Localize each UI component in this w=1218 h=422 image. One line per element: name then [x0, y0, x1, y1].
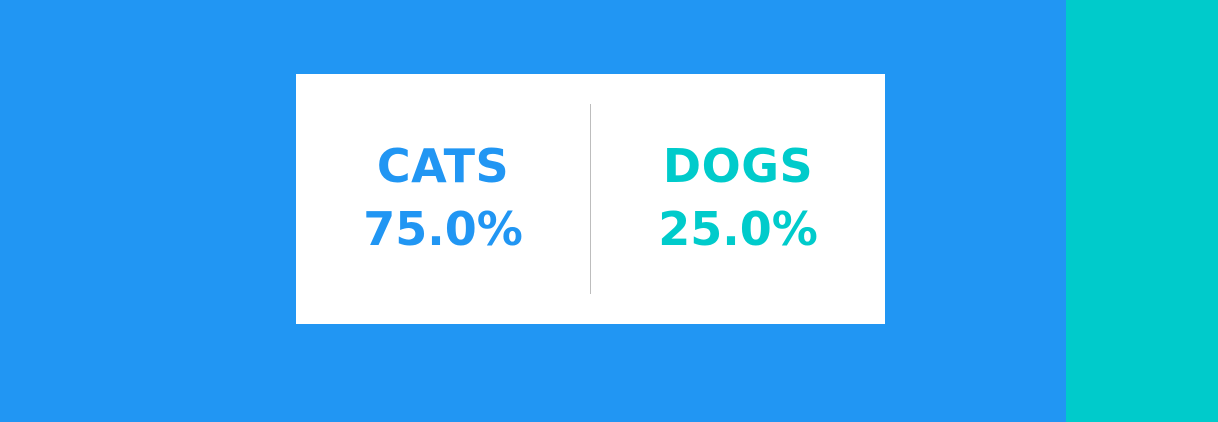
- dogs-percentage: 25.0%: [658, 202, 818, 256]
- dogs-label: DOGS: [662, 139, 814, 193]
- dogs-stat: DOGS 25.0%: [591, 74, 885, 324]
- cats-percentage: 75.0%: [363, 202, 523, 256]
- dogs-bar-segment: [1065, 0, 1218, 422]
- cats-stat: CATS 75.0%: [296, 74, 590, 324]
- cats-label: CATS: [376, 139, 510, 193]
- card-divider: [590, 104, 591, 294]
- stats-card: CATS 75.0% DOGS 25.0%: [296, 74, 885, 324]
